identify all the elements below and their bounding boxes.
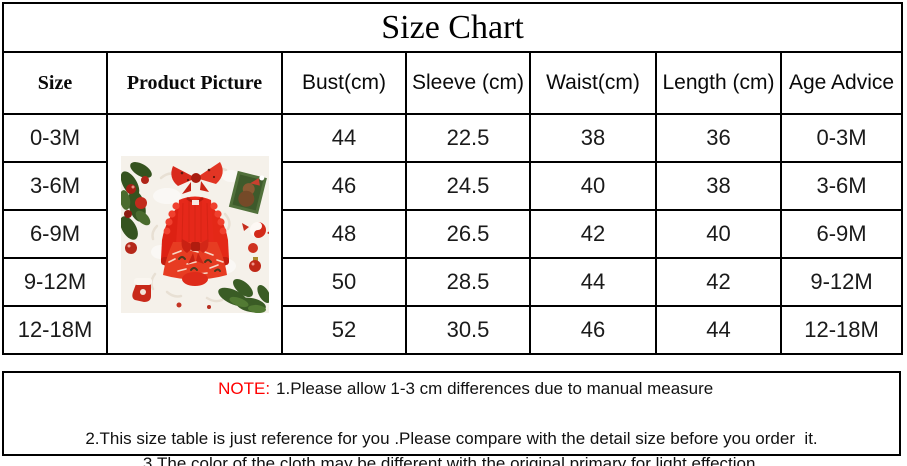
table-row: 9-12M 50 28.5 44 42 9-12M [2, 257, 904, 307]
sleeve-cell: 28.5 [405, 257, 531, 307]
pine-branch-icon [120, 161, 152, 240]
table-row: 12-18M 52 30.5 46 44 12-18M [2, 305, 904, 355]
ornament-icon [124, 241, 137, 254]
length-cell: 36 [655, 113, 782, 163]
product-picture-image [120, 155, 269, 313]
waist-bow-icon [181, 238, 208, 264]
page-title: Size Chart [1, 2, 904, 53]
note-line-1: NOTE: 1.Please allow 1-3 cm differences d… [4, 351, 899, 426]
sleeve-cell: 30.5 [405, 305, 531, 355]
table-row: 3-6M 46 24.5 40 38 3-6M [2, 161, 904, 211]
bust-cell: 52 [281, 305, 407, 355]
header-bust: Bust(cm) [281, 51, 407, 115]
header-age-advice: Age Advice [779, 51, 904, 115]
note-line-2: 2.This size table is just reference for … [85, 429, 818, 448]
bow-headband-icon [170, 161, 223, 194]
size-cell: 0-3M [2, 113, 108, 163]
waist-cell: 44 [529, 257, 657, 307]
length-cell: 40 [655, 209, 782, 259]
header-length: Length (cm) [655, 51, 782, 115]
waist-cell: 42 [529, 209, 657, 259]
table-row: 0-3M [2, 113, 904, 355]
note-line-3: 3.The color of the cloth may be differen… [142, 454, 761, 466]
length-cell: 42 [655, 257, 782, 307]
size-cell: 6-9M [2, 209, 108, 259]
candy-drop-icon [247, 242, 258, 253]
stocking-icon [131, 277, 152, 302]
size-cell: 9-12M [2, 257, 108, 307]
ruffle-left [163, 201, 180, 234]
header-waist: Waist(cm) [529, 51, 657, 115]
waist-cell: 40 [529, 161, 657, 211]
size-cell: 3-6M [2, 161, 108, 211]
bell-ornament-icon [248, 256, 261, 272]
bust-cell: 48 [281, 209, 407, 259]
size-cell: 12-18M [2, 305, 108, 355]
bust-cell: 50 [281, 257, 407, 307]
table-row: 6-9M 48 26.5 42 40 6-9M [2, 209, 904, 259]
age-cell: 6-9M [779, 209, 904, 259]
size-chart-table: Size Chart Size Product Picture Bust(cm)… [1, 2, 904, 355]
romper-outfit [160, 196, 229, 286]
note-line-1-text: 1.Please allow 1-3 cm differences due to… [276, 379, 714, 398]
waist-cell: 38 [529, 113, 657, 163]
header-size: Size [2, 51, 108, 115]
age-cell: 3-6M [779, 161, 904, 211]
sleeve-cell: 24.5 [405, 161, 531, 211]
note-label: NOTE: [218, 379, 271, 398]
ruffle-right [209, 201, 226, 234]
age-cell: 0-3M [779, 113, 904, 163]
header-sleeve: Sleeve (cm) [405, 51, 531, 115]
sleeve-cell: 22.5 [405, 113, 531, 163]
bust-cell: 46 [281, 161, 407, 211]
note-box: NOTE: 1.Please allow 1-3 cm differences d… [2, 371, 901, 466]
greeting-card-icon [228, 170, 267, 214]
pine-branch-icon-bottom [217, 278, 269, 313]
title-row: Size Chart [1, 2, 904, 53]
candy-icon [241, 221, 269, 238]
bust-cell: 44 [281, 113, 407, 163]
waist-cell: 46 [529, 305, 657, 355]
length-cell: 44 [655, 305, 782, 355]
age-cell: 9-12M [779, 257, 904, 307]
age-cell: 12-18M [779, 305, 904, 355]
length-cell: 38 [655, 161, 782, 211]
sleeve-cell: 26.5 [405, 209, 531, 259]
product-picture-cell [106, 113, 283, 355]
header-product-picture: Product Picture [106, 51, 283, 115]
header-row: Size Product Picture Bust(cm) Sleeve (cm… [2, 51, 904, 115]
